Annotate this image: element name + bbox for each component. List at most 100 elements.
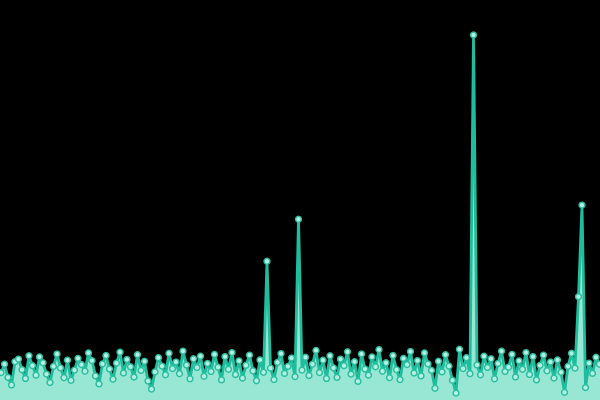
data-point-marker — [245, 351, 254, 359]
data-point-marker — [70, 366, 79, 374]
data-point-marker — [39, 359, 47, 367]
data-point-marker — [49, 362, 58, 371]
data-point-marker — [476, 371, 485, 379]
data-point-marker — [392, 366, 401, 374]
data-point-marker — [494, 359, 502, 368]
data-point-marker — [210, 350, 219, 359]
data-point-marker — [382, 359, 390, 367]
data-point-marker — [343, 348, 352, 356]
data-point-marker — [336, 355, 345, 363]
data-point-marker — [294, 215, 303, 223]
data-point-marker — [452, 389, 460, 397]
data-point-marker — [333, 373, 341, 382]
data-point-marker — [511, 373, 520, 381]
data-point-marker — [410, 369, 418, 377]
data-point-marker — [301, 353, 310, 361]
data-point-marker — [473, 361, 481, 369]
data-point-marker — [532, 376, 541, 384]
data-point-marker — [18, 366, 26, 374]
data-point-marker — [504, 363, 513, 371]
data-point-marker — [368, 353, 376, 361]
data-point-marker — [357, 350, 366, 358]
data-point-marker — [32, 371, 40, 379]
data-point-marker — [550, 374, 558, 382]
data-point-marker — [448, 376, 457, 384]
data-point-marker — [480, 352, 488, 360]
data-point-marker — [588, 369, 597, 378]
data-point-marker — [574, 293, 583, 301]
data-point-marker — [221, 352, 229, 361]
data-point-marker — [543, 367, 551, 375]
data-point-marker — [256, 356, 264, 364]
data-point-marker — [189, 355, 198, 363]
data-point-marker — [396, 375, 404, 384]
data-point-marker — [263, 257, 271, 265]
data-point-marker — [445, 362, 453, 370]
data-point-marker — [518, 365, 527, 373]
data-point-marker — [564, 362, 572, 371]
data-point-marker — [53, 350, 61, 358]
data-point-marker — [60, 374, 68, 382]
data-point-marker — [434, 357, 443, 365]
chart-markers — [0, 31, 600, 397]
data-point-marker — [406, 347, 415, 356]
data-point-marker — [581, 383, 590, 392]
data-point-marker — [42, 370, 51, 378]
data-point-marker — [200, 372, 208, 380]
data-point-marker — [0, 360, 9, 368]
data-point-marker — [469, 31, 478, 39]
data-point-marker — [399, 354, 408, 363]
data-point-marker — [56, 364, 65, 372]
data-point-marker — [182, 361, 191, 369]
data-point-marker — [326, 352, 334, 360]
data-point-marker — [403, 360, 411, 369]
data-point-marker — [350, 358, 359, 366]
data-point-marker — [63, 356, 72, 364]
data-point-marker — [196, 352, 205, 360]
data-point-marker — [319, 356, 327, 364]
data-point-marker — [165, 349, 173, 357]
data-point-marker — [592, 353, 600, 361]
data-point-marker — [140, 357, 149, 365]
data-point-marker — [487, 355, 495, 363]
data-point-marker — [273, 358, 282, 367]
data-point-marker — [259, 368, 268, 376]
data-point-marker — [420, 349, 429, 357]
data-point-marker — [228, 348, 236, 357]
data-point-marker — [77, 360, 86, 369]
data-point-marker — [144, 377, 152, 385]
data-point-marker — [242, 361, 250, 369]
data-point-marker — [585, 359, 593, 367]
data-point-marker — [466, 370, 474, 378]
data-point-marker — [172, 358, 180, 366]
data-point-marker — [560, 388, 569, 396]
data-point-marker — [308, 360, 317, 368]
data-point-marker — [378, 367, 387, 375]
data-point-marker — [25, 352, 33, 360]
data-point-marker — [154, 354, 163, 362]
data-point-marker — [84, 349, 93, 357]
data-point-marker — [578, 201, 586, 209]
data-point-marker — [413, 356, 422, 365]
data-point-marker — [130, 373, 138, 381]
data-point-marker — [158, 362, 166, 370]
data-point-marker — [483, 363, 492, 372]
data-point-marker — [133, 351, 142, 359]
data-point-marker — [235, 357, 243, 365]
data-point-marker — [385, 374, 394, 382]
data-point-marker — [536, 361, 544, 369]
data-point-marker — [280, 369, 289, 378]
data-point-marker — [231, 370, 240, 379]
data-point-marker — [91, 372, 100, 380]
data-point-marker — [546, 358, 555, 366]
data-point-marker — [224, 365, 233, 373]
data-point-marker — [361, 365, 369, 373]
data-point-marker — [193, 363, 201, 372]
data-point-marker — [109, 375, 117, 383]
data-point-marker — [98, 360, 107, 368]
data-point-marker — [417, 372, 425, 380]
data-point-marker — [21, 374, 30, 383]
data-point-marker — [424, 360, 432, 368]
